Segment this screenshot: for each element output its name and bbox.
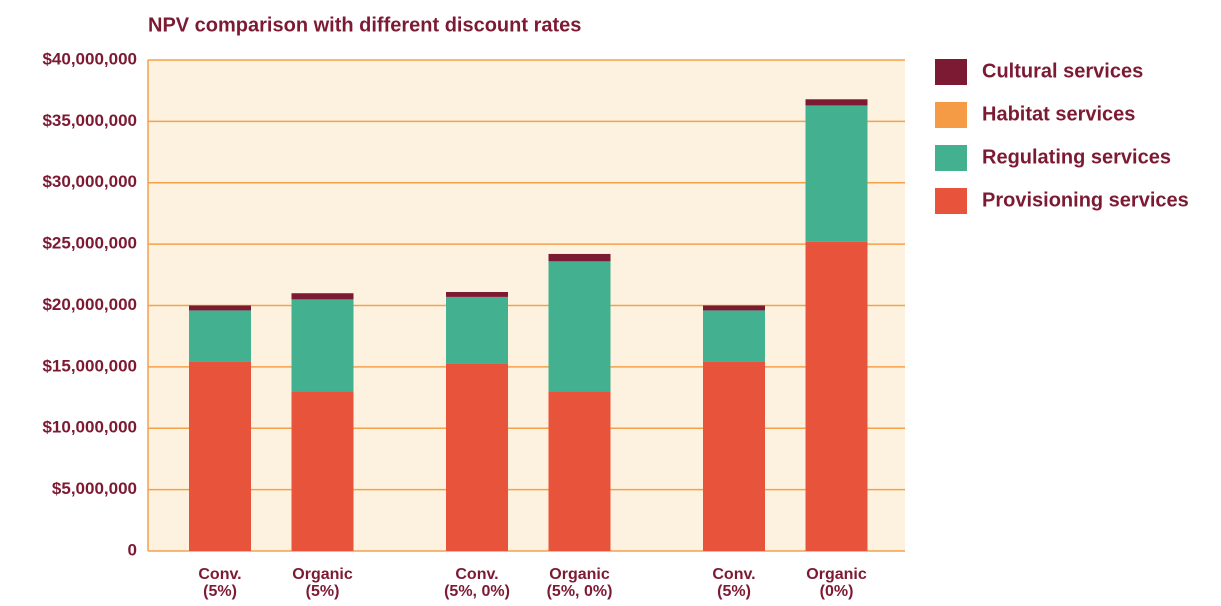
- bar-segment: [548, 261, 611, 392]
- y-tick-label: $35,000,000: [42, 111, 137, 130]
- bar-segment: [805, 241, 868, 552]
- y-tick-label: $5,000,000: [52, 479, 137, 498]
- y-tick-label: $25,000,000: [42, 234, 137, 253]
- legend-label: Regulating services: [982, 146, 1171, 168]
- bar-segment: [805, 99, 868, 106]
- bar-segment: [548, 391, 611, 551]
- legend-swatch: [935, 145, 967, 171]
- legend-swatch: [935, 102, 967, 128]
- legend-label: Provisioning services: [982, 189, 1189, 211]
- bar-segment: [703, 305, 765, 311]
- chart-title: NPV comparison with different discount r…: [148, 14, 581, 36]
- bar-segment: [189, 305, 251, 311]
- bar-segment: [189, 361, 251, 551]
- bar-segment: [446, 296, 508, 364]
- y-tick-label: $40,000,000: [42, 49, 137, 68]
- bar-segment: [291, 299, 354, 392]
- y-tick-label: $30,000,000: [42, 172, 137, 191]
- x-tick-label: Conv. (5%, 0%): [444, 566, 510, 600]
- bar-segment: [446, 363, 508, 551]
- x-tick-label: Organic (5%): [292, 566, 353, 600]
- bar-segment: [548, 253, 611, 262]
- bar-segment: [291, 293, 354, 300]
- bar-segment: [446, 291, 508, 297]
- x-tick-label: Conv. (5%): [712, 566, 756, 600]
- bar-segment: [291, 391, 354, 551]
- legend-label: Habitat services: [982, 103, 1135, 125]
- y-tick-label: $20,000,000: [42, 295, 137, 314]
- y-tick-label: $15,000,000: [42, 356, 137, 375]
- x-tick-label: Organic (0%): [806, 566, 867, 600]
- legend-swatch: [935, 188, 967, 214]
- x-tick-label: Organic (5%, 0%): [546, 566, 613, 600]
- bar-segment: [703, 361, 765, 551]
- y-tick-label: $10,000,000: [42, 418, 137, 437]
- x-tick-label: Conv. (5%): [198, 566, 242, 600]
- bar-segment: [805, 105, 868, 242]
- bar-segment: [703, 310, 765, 362]
- y-tick-label: 0: [128, 540, 137, 559]
- legend-label: Cultural services: [982, 60, 1143, 82]
- legend-swatch: [935, 59, 967, 85]
- bar-segment: [189, 310, 251, 362]
